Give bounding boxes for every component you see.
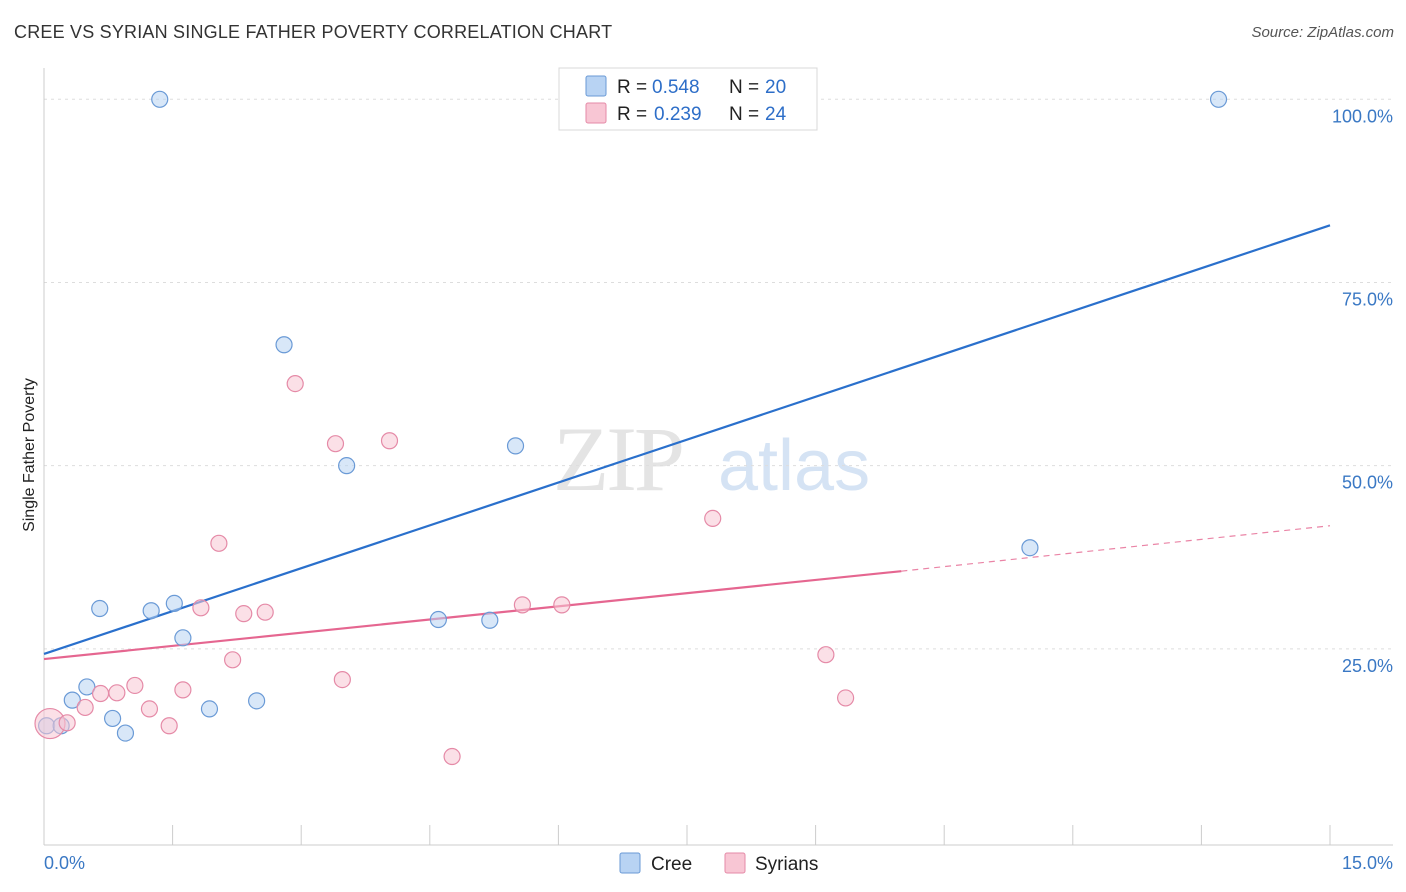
point-cree-6: [116, 724, 135, 742]
x-tick-label-max: 15.0%: [1342, 853, 1393, 873]
bottom-legend-cree-swatch: [619, 852, 641, 874]
point-syrians-8: [174, 681, 192, 699]
point-cree-2: [63, 691, 81, 709]
trend-lines: [43, 224, 1331, 661]
point-syrians-22: [817, 646, 835, 664]
point-syrians-2: [76, 698, 94, 717]
point-cree-10: [174, 629, 192, 647]
point-syrians-3: [91, 684, 110, 703]
bottom-legend: Cree Syrians: [619, 852, 818, 875]
legend-cree-r-label: R =: [617, 77, 647, 98]
trend-line-syrians: [43, 570, 902, 661]
bottom-legend-cree-label: Cree: [651, 854, 692, 875]
bottom-legend-syrians-swatch: [724, 852, 746, 874]
point-cree-11: [200, 700, 219, 718]
point-syrians-14: [286, 374, 304, 393]
point-syrians-18: [443, 747, 461, 766]
legend-syrians-r-value: 0.239: [654, 104, 702, 125]
point-cree-18: [1021, 539, 1039, 557]
trend-line-cree: [43, 224, 1331, 655]
point-cree-15: [429, 610, 447, 629]
point-syrians-20: [553, 596, 571, 614]
point-syrians-19: [513, 596, 531, 614]
point-syrians-7: [160, 717, 178, 735]
legend-cree-n-value: 20: [765, 77, 786, 98]
point-syrians-9: [192, 599, 210, 617]
point-syrians-10: [210, 534, 228, 552]
legend-syrians-n-value: 24: [765, 104, 787, 125]
point-cree-7: [142, 602, 160, 620]
point-cree-17: [506, 437, 525, 455]
x-tick-label-min: 0.0%: [44, 853, 85, 873]
legend-syrians-swatch: [585, 102, 607, 124]
data-points: [34, 90, 1228, 766]
point-cree-5: [103, 709, 122, 728]
point-cree-16: [481, 611, 499, 629]
point-cree-8: [151, 90, 169, 108]
point-syrians-15: [326, 435, 345, 453]
legend-cree-n-label: N =: [729, 77, 759, 98]
point-cree-9: [165, 594, 183, 613]
point-cree-3: [78, 678, 96, 696]
trend-line-syrians-extension: [901, 525, 1331, 572]
source-label: Source: ZipAtlas.com: [1251, 24, 1394, 41]
legend-cree-swatch: [585, 75, 607, 97]
point-syrians-12: [235, 605, 253, 623]
point-syrians-6: [140, 700, 159, 718]
point-syrians-5: [126, 676, 144, 695]
legend-syrians-r-label: R =: [617, 104, 647, 125]
chart-title: CREE VS SYRIAN SINGLE FATHER POVERTY COR…: [14, 22, 613, 42]
legend: R = 0.548 N = 20 R = 0.239 N = 24: [558, 67, 818, 131]
gridlines: [44, 98, 1393, 650]
y-tick-label-50: 50.0%: [1342, 473, 1393, 493]
point-syrians-23: [837, 689, 855, 707]
y-tick-label-100: 100.0%: [1332, 106, 1393, 126]
point-syrians-4: [108, 684, 126, 702]
point-syrians-13: [256, 603, 274, 621]
point-cree-19: [1209, 90, 1228, 108]
y-tick-label-25: 25.0%: [1342, 656, 1393, 676]
point-syrians-16: [333, 670, 351, 689]
point-syrians-21: [704, 509, 722, 528]
point-cree-13: [275, 336, 293, 354]
point-syrians-17: [380, 432, 399, 450]
legend-cree-r-value: 0.548: [652, 77, 700, 98]
legend-syrians-n-label: N =: [729, 104, 759, 125]
point-syrians-11: [224, 651, 242, 669]
bottom-legend-syrians-label: Syrians: [755, 854, 818, 875]
y-tick-label-75: 75.0%: [1342, 289, 1393, 309]
point-cree-12: [248, 692, 266, 710]
point-cree-4: [91, 599, 109, 618]
point-syrians-1: [58, 714, 76, 732]
y-axis-label: Single Father Poverty: [21, 378, 38, 532]
watermark-zip: ZIP: [553, 408, 682, 510]
point-cree-14: [338, 457, 356, 475]
